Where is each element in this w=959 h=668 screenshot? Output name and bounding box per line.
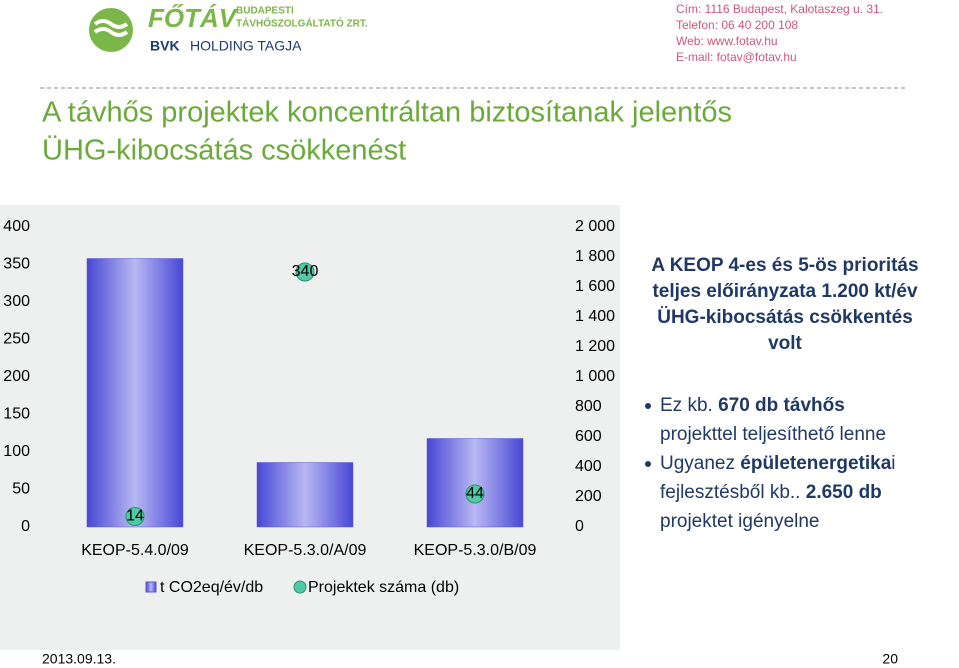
data-label: 14 (126, 508, 144, 525)
x-tick-label: KEOP-5.3.0/B/09 (414, 542, 537, 559)
x-tick-label: KEOP-5.3.0/A/09 (244, 542, 367, 559)
point (295, 262, 315, 282)
y2-tick-label: 1 800 (575, 248, 615, 265)
bullet-text: 670 db távhős (718, 395, 845, 416)
textbox-heading: ÜHG-kibocsátás csökkentés (657, 307, 913, 328)
textbox-heading: volt (768, 333, 802, 354)
contact-line: Cím: 1116 Budapest, Kalotaszeg u. 31. (676, 2, 883, 16)
holding-rest: HOLDING TAGJA (190, 38, 302, 54)
textbox-heading: A KEOP 4-es és 5-ös prioritás (651, 255, 918, 276)
logo-waves (93, 19, 129, 37)
bullet-line: projektet igényelne (660, 511, 820, 532)
y-tick-label: 300 (3, 293, 30, 310)
contact-line: Web: www.fotav.hu (676, 34, 778, 48)
y2-tick-label: 2 000 (575, 218, 615, 235)
company-line: BUDAPESTI (236, 6, 294, 17)
y2-tick-label: 600 (575, 428, 602, 445)
bar (86, 258, 184, 528)
legend-swatch (145, 581, 157, 593)
y2-tick-label: 1 400 (575, 308, 615, 325)
y2-tick-label: 1 600 (575, 278, 615, 295)
bullet-line: Ez kb. 670 db távhős (660, 395, 845, 416)
bullet-dot (645, 461, 651, 467)
bar (256, 462, 354, 528)
page-number: 20 (882, 651, 898, 667)
slide-title: A távhős projektek koncentráltan biztosí… (42, 97, 732, 129)
bullet-text: Ugyanez (660, 453, 740, 474)
data-label: 44 (466, 485, 484, 502)
y-tick-label: 200 (3, 368, 30, 385)
contact-line: E-mail: fotav@fotav.hu (676, 50, 797, 64)
bullet-text: épületenergetika (740, 453, 891, 474)
bullet-text: projektet igényelne (660, 511, 820, 532)
holding-bvk: BVK (150, 38, 180, 54)
bullet-text: projekttel teljesíthető lenne (660, 424, 886, 445)
legend-swatch (293, 580, 307, 594)
brand: FŐTÁV (148, 3, 239, 33)
contact-line: Telefon: 06 40 200 108 (676, 18, 798, 32)
bullet-text: i (891, 453, 895, 474)
y-tick-label: 100 (3, 443, 30, 460)
slide-title: ÜHG-kibocsátás csökkenést (42, 135, 406, 167)
company-line: TÁVHŐSZOLGÁLTATÓ ZRT. (236, 17, 368, 30)
y2-tick-label: 1 000 (575, 368, 615, 385)
legend-label: t CO2eq/év/db (160, 579, 263, 596)
y2-tick-label: 0 (575, 518, 584, 535)
bullet-text: 2.650 db (806, 482, 882, 503)
y-tick-label: 150 (3, 406, 30, 423)
bullet-line: Ugyanez épületenergetikai (660, 453, 896, 474)
textbox-heading: teljes előirányzata 1.200 kt/év (652, 281, 918, 302)
y2-tick-label: 400 (575, 458, 602, 475)
bullet-text: fejlesztésből kb.. (660, 482, 806, 503)
y-tick-label: 400 (3, 218, 30, 235)
bullet-dot (645, 403, 651, 409)
bullet-line: projekttel teljesíthető lenne (660, 424, 886, 445)
y2-tick-label: 200 (575, 488, 602, 505)
point (465, 484, 485, 504)
bullet-line: fejlesztésből kb.. 2.650 db (660, 482, 882, 503)
y2-tick-label: 1 200 (575, 338, 615, 355)
point (125, 507, 145, 526)
y-tick-label: 250 (3, 331, 30, 348)
y-tick-label: 350 (3, 256, 30, 273)
bar (426, 438, 524, 528)
y-tick-label: 50 (12, 481, 30, 498)
data-label: 340 (292, 263, 319, 280)
y2-tick-label: 800 (575, 398, 602, 415)
x-tick-label: KEOP-5.4.0/09 (81, 542, 189, 559)
y-tick-label: 0 (21, 518, 30, 535)
footer-date: 2013.09.13. (42, 651, 116, 667)
legend-label: Projektek száma (db) (308, 579, 459, 596)
bullet-text: Ez kb. (660, 395, 718, 416)
